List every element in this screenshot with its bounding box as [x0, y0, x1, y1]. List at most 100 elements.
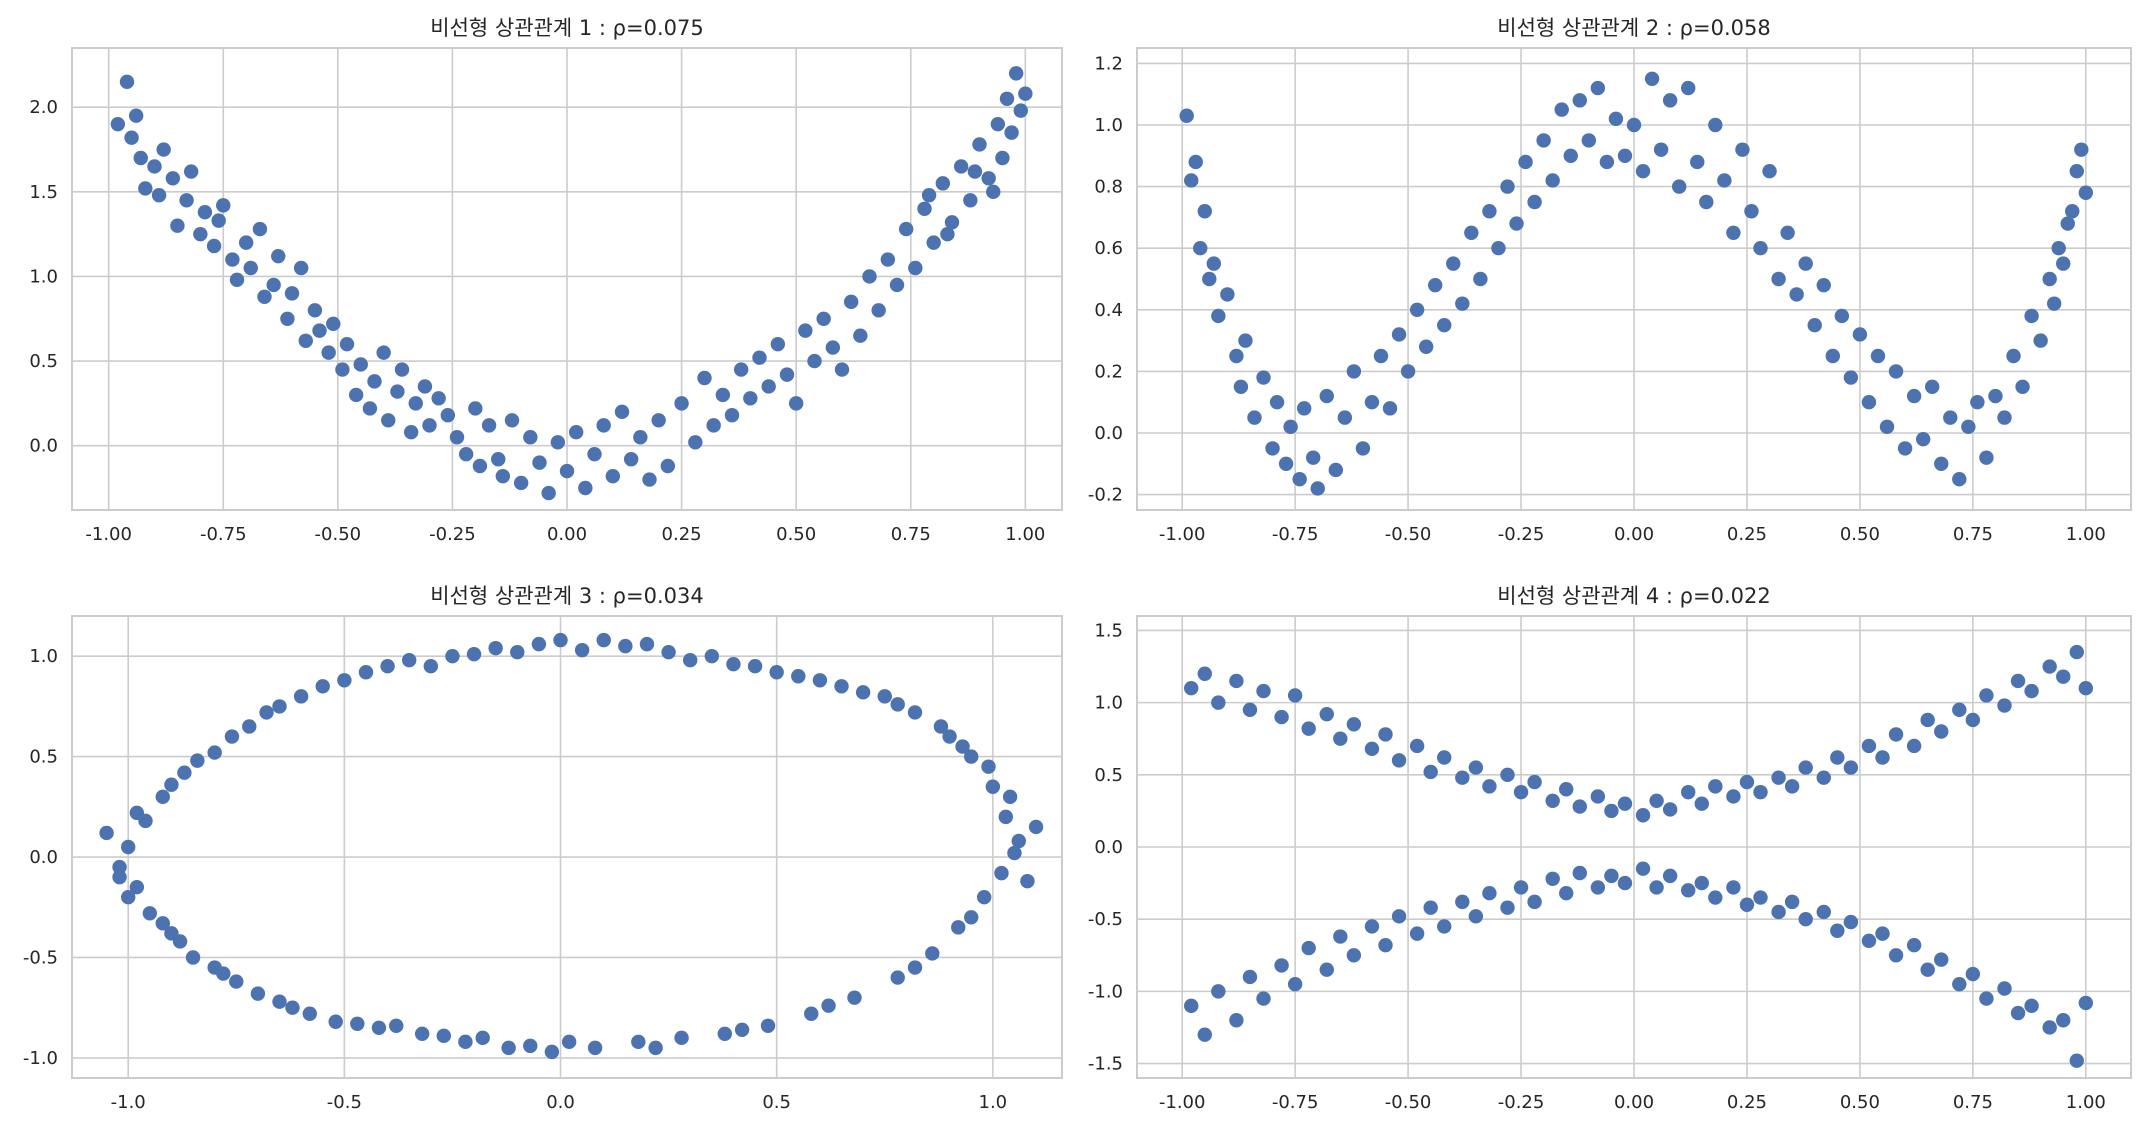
scatter-point [513, 475, 529, 491]
scatter-point [1428, 277, 1443, 293]
scatter-point [1694, 796, 1709, 811]
scatter-point [1306, 450, 1321, 465]
scatter-point [1965, 712, 1981, 728]
scatter-point [1690, 154, 1705, 170]
scatter-point [1662, 802, 1678, 817]
scatter-point [259, 705, 274, 720]
scatter-point [185, 950, 201, 965]
scatter-point [1545, 793, 1560, 808]
scatter-point [1649, 793, 1664, 808]
scatter-point [1870, 348, 1886, 364]
scatter-point [1925, 379, 1940, 394]
scatter-point [623, 452, 639, 467]
scatter-point [376, 345, 391, 360]
scatter-point [661, 644, 676, 660]
scatter-point [2078, 680, 2094, 696]
scatter-point [272, 994, 287, 1009]
scatter-point [1559, 886, 1574, 901]
scatter-point [1020, 873, 1035, 889]
scatter-point [596, 632, 611, 648]
scatter-point [933, 719, 949, 734]
scatter-point [2024, 683, 2039, 699]
scatter-point [328, 1014, 343, 1029]
scatter-point [266, 277, 281, 293]
scatter-point [531, 636, 547, 652]
scatter-point [1934, 952, 1949, 967]
x-tick-label: 0.25 [1727, 1092, 1767, 1113]
scatter-point [1536, 133, 1551, 148]
scatter-point [2051, 241, 2066, 256]
scatter-point [660, 458, 676, 474]
scatter-point [1572, 799, 1587, 814]
scatter-point [436, 1028, 451, 1044]
scatter-point [431, 391, 446, 406]
scatter-point [994, 865, 1009, 881]
x-tick-label: -1.00 [1159, 524, 1206, 545]
scatter-point [216, 198, 231, 213]
scatter-point [1233, 379, 1249, 394]
x-tick-label: -0.50 [1385, 524, 1432, 545]
scatter-point [1418, 339, 1434, 354]
subplot-4: -1.00 -0.75 -0.50 -0.25 0.00 0.25 0.50 0.75 1.00… [1088, 584, 2132, 1113]
scatter-point [1739, 774, 1755, 790]
scatter-point [1319, 706, 1334, 722]
scatter-point [1464, 225, 1479, 240]
scatter-point [1229, 1013, 1244, 1028]
scatter-point [271, 248, 286, 264]
scatter-point [1635, 164, 1651, 179]
scatter-point [1545, 871, 1560, 886]
scatter-point [1906, 388, 1922, 404]
scatter-point [1400, 364, 1416, 379]
scatter-point [2024, 998, 2039, 1014]
axes-frame [71, 615, 1063, 1079]
scatter-point [1816, 277, 1831, 293]
scatter-point [523, 1038, 538, 1054]
scatter-point [761, 379, 776, 394]
scatter-point [272, 699, 287, 714]
scatter-point [631, 1034, 646, 1050]
scatter-point [1437, 318, 1452, 333]
scatter-point [1409, 302, 1425, 317]
scatter-series [1184, 644, 2094, 1068]
scatter-point [2006, 348, 2021, 364]
scatter-point [1934, 456, 1949, 471]
scatter-point [1608, 111, 1624, 127]
scatter-point [2056, 669, 2071, 684]
scatter-point [1229, 348, 1244, 364]
scatter-point [1211, 695, 1226, 710]
scatter-point [1423, 900, 1438, 915]
scatter-point [1934, 724, 1949, 739]
scatter-point [1906, 937, 1922, 953]
scatter-point [389, 1018, 404, 1033]
scatter-point [561, 1034, 577, 1050]
scatter-point [1283, 419, 1298, 435]
scatter-point [1346, 948, 1362, 963]
scatter-point [1753, 890, 1768, 905]
scatter-point [164, 777, 179, 792]
scatter-point [2015, 379, 2030, 394]
scatter-point [2046, 296, 2062, 311]
scatter-point [1590, 80, 1606, 96]
y-tick-label: 2.0 [29, 97, 58, 118]
scatter-point [147, 159, 162, 174]
scatter-point [1256, 683, 1271, 699]
scatter-point [1500, 900, 1515, 915]
scatter-point [898, 221, 914, 237]
scatter-point [1649, 880, 1664, 895]
scatter-point [1468, 760, 1484, 775]
scatter-point [1988, 388, 2003, 404]
scatter-point [422, 418, 437, 433]
scatter-point [1997, 410, 2012, 425]
x-tick-label: 0.0 [546, 1092, 575, 1113]
x-tick-label: 1.00 [1005, 524, 1045, 545]
scatter-point [1572, 93, 1587, 108]
scatter-point [853, 328, 868, 343]
scatter-point [1965, 966, 1981, 982]
scatter-series [1179, 71, 2094, 496]
scatter-point [1455, 770, 1470, 785]
scatter-point [683, 652, 698, 668]
scatter-point [935, 176, 951, 191]
y-tick-label: 1.0 [1094, 115, 1123, 136]
scatter-point [1717, 173, 1732, 188]
scatter-point [574, 642, 590, 658]
